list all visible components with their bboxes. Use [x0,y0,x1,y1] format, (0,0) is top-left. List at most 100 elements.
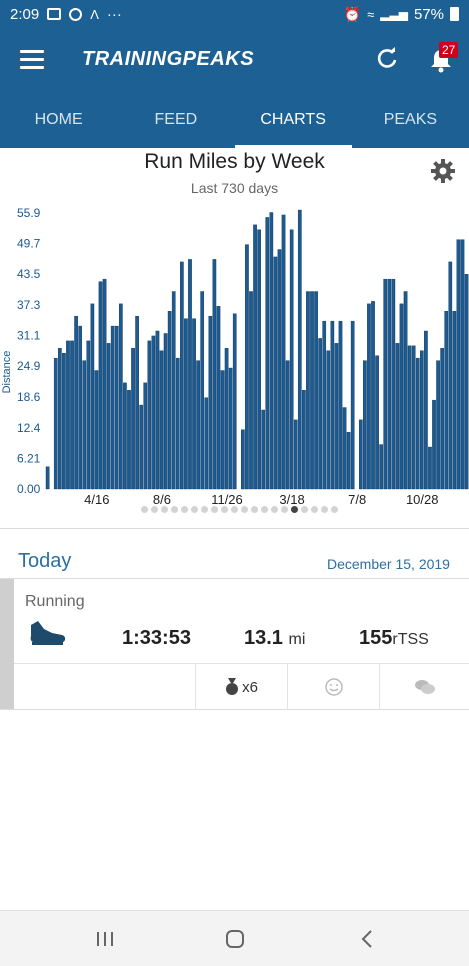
chart-bar[interactable] [143,382,148,490]
chart-bar[interactable] [220,370,225,490]
workout-card[interactable]: Running 1:33:53 13.1 mi 155rTSS x6 [0,578,469,710]
chart-bar[interactable] [285,360,290,490]
pagination-dot[interactable] [291,506,298,513]
chart-bar[interactable] [102,278,107,490]
chart-bar[interactable] [415,357,420,490]
chart-bar[interactable] [322,320,327,490]
chart-bar[interactable] [188,259,192,490]
pagination-dot[interactable] [211,506,218,513]
chart-bar[interactable] [371,301,375,490]
chart-bar[interactable] [297,209,302,490]
chart-bar[interactable] [367,303,371,490]
chart-bar[interactable] [147,340,152,490]
chart-bar[interactable] [383,278,388,490]
chart-bar[interactable] [440,348,444,490]
chart-bar[interactable] [180,261,184,490]
chart-bar[interactable] [358,419,363,490]
menu-icon[interactable] [20,50,44,70]
comments-button[interactable] [379,664,469,710]
chart-bar[interactable] [424,330,428,490]
chart-bar[interactable] [98,281,103,490]
refresh-icon[interactable] [374,46,400,72]
pagination-dot[interactable] [181,506,188,513]
chart-bar[interactable] [90,303,95,490]
chart-bar[interactable] [448,261,453,490]
chart-bar[interactable] [212,259,217,490]
chart-bar[interactable] [460,239,465,490]
tab-peaks[interactable]: PEAKS [383,111,438,128]
chart-bar[interactable] [155,330,160,490]
chart-bar[interactable] [245,244,249,490]
chart-bar[interactable] [346,432,351,490]
chart-bar[interactable] [464,274,469,490]
chart-bar[interactable] [444,311,449,490]
pagination-dot[interactable] [311,506,318,513]
chart-bar[interactable] [196,360,200,490]
recent-apps-icon[interactable] [90,925,120,953]
chart-bar[interactable] [363,360,367,490]
chart-bar[interactable] [310,291,314,490]
chart-bar[interactable] [326,350,331,490]
pagination-dot[interactable] [261,506,268,513]
home-icon[interactable] [220,925,250,953]
chart-bar[interactable] [167,311,172,490]
chart-bar[interactable] [159,350,164,490]
chart-bar[interactable] [318,338,322,490]
pagination-dot[interactable] [191,506,198,513]
chart-bar[interactable] [249,291,253,490]
pagination-dot[interactable] [231,506,238,513]
chart-bar[interactable] [45,466,50,490]
pagination-dot[interactable] [171,506,178,513]
pagination-dot[interactable] [241,506,248,513]
gear-icon[interactable] [430,158,456,184]
chart-bar[interactable] [277,249,282,490]
chart-bar[interactable] [306,291,310,490]
chart-bar[interactable] [53,357,58,490]
chart-bar[interactable] [334,343,339,490]
pagination-dot[interactable] [281,506,288,513]
chart-bar[interactable] [411,345,416,490]
chart-bar[interactable] [342,407,347,490]
back-icon[interactable] [352,925,382,953]
chart-bar[interactable] [74,315,78,490]
tab-home[interactable]: HOME [34,111,83,128]
chart-bar[interactable] [127,390,131,490]
chart-bar[interactable] [391,278,396,490]
pagination-dot[interactable] [151,506,158,513]
medals-button[interactable]: x6 [195,664,287,710]
chart-bar[interactable] [163,333,168,490]
chart-bar[interactable] [395,343,400,490]
chart-bar[interactable] [399,303,404,490]
chart-bar[interactable] [78,325,83,490]
chart-bar[interactable] [293,419,298,490]
chart-bar[interactable] [228,367,233,490]
chart-bar[interactable] [273,256,278,490]
chart-bar[interactable] [224,348,229,490]
today-date[interactable]: December 15, 2019 [327,556,450,572]
pagination-dot[interactable] [201,506,208,513]
chart-bar[interactable] [436,360,440,490]
chart-bar[interactable] [269,212,274,490]
chart-bar[interactable] [175,357,180,490]
feeling-button[interactable] [287,664,379,710]
pagination-dot[interactable] [301,506,308,513]
chart-bar[interactable] [119,303,123,490]
tab-charts[interactable]: CHARTS [234,92,353,148]
chart-bar[interactable] [208,315,213,490]
chart-bar[interactable] [106,343,111,490]
chart-bar[interactable] [257,229,261,490]
chart-bar[interactable] [135,315,139,490]
chart-bar[interactable] [232,313,237,490]
pagination-dot[interactable] [161,506,168,513]
chart-bar[interactable] [184,318,188,490]
chart-bar[interactable] [350,320,355,490]
chart-bar[interactable] [432,399,436,490]
chart-bar[interactable] [139,404,144,490]
pagination-dot[interactable] [141,506,148,513]
chart-bar[interactable] [62,353,66,490]
chart-bar[interactable] [419,350,424,490]
pagination-dot[interactable] [331,506,338,513]
chart-bar[interactable] [241,429,245,490]
chart-bar[interactable] [82,360,87,490]
pagination-dot[interactable] [221,506,228,513]
